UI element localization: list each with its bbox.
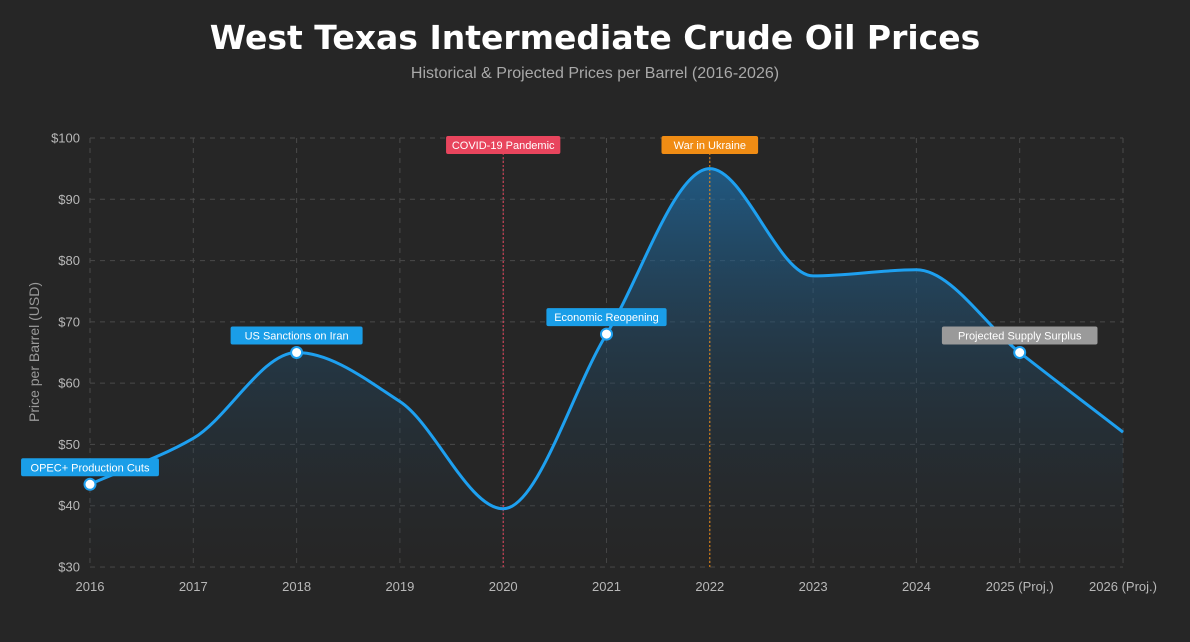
x-tick-label: 2017 — [179, 579, 208, 594]
x-tick-label: 2019 — [385, 579, 414, 594]
point-annotation: Projected Supply Surplus — [941, 326, 1098, 345]
event-label-box — [446, 136, 561, 154]
point-annotation: OPEC+ Production Cuts — [21, 458, 159, 477]
x-tick-label: 2021 — [592, 579, 621, 594]
x-tick-label: 2018 — [282, 579, 311, 594]
point-annotation-box — [941, 326, 1098, 345]
annotated-point — [1013, 346, 1027, 359]
y-axis-label: Price per Barrel (USD) — [26, 282, 42, 422]
annotated-point — [83, 477, 97, 491]
y-tick-label: $50 — [58, 437, 80, 452]
point-annotation: Economic Reopening — [546, 308, 667, 327]
event-lines-layer — [502, 153, 711, 567]
point-annotation-text: Economic Reopening — [554, 312, 659, 324]
event-label-text: COVID-19 Pandemic — [452, 140, 555, 152]
y-tick-label: $70 — [58, 314, 80, 329]
points-layer — [83, 327, 1027, 491]
area-fill — [90, 168, 1123, 567]
event-label: COVID-19 Pandemic — [446, 136, 561, 154]
event-label: War in Ukraine — [661, 136, 759, 154]
y-tick-label: $80 — [58, 253, 80, 268]
point-annotation-box — [546, 308, 667, 327]
x-tick-label: 2026 (Proj.) — [1089, 579, 1157, 594]
event-label-box — [661, 136, 759, 154]
point-annotation-box — [230, 326, 363, 345]
chart-subtitle: Historical & Projected Prices per Barrel… — [410, 65, 780, 82]
y-tick-label: $40 — [58, 498, 80, 513]
point-annotation-box — [21, 458, 159, 477]
event-label-text: War in Ukraine — [674, 140, 746, 152]
annotated-point — [600, 327, 613, 341]
x-tick-label: 2016 — [76, 579, 105, 594]
point-annotation: US Sanctions on Iran — [230, 326, 363, 345]
y-tick-label: $30 — [58, 560, 80, 575]
axis-layer: $30 $40 $50 $60 $70 $80 $90 $100 2016 2017 2018 201… — [51, 131, 1157, 595]
chart-title: West Texas Intermediate Crude Oil Prices — [209, 18, 981, 57]
x-tick-label: 2024 — [902, 579, 931, 594]
x-tick-label: 2023 — [799, 579, 828, 594]
annotations-layer: COVID-19 Pandemic War in Ukraine OPEC+ Pro… — [21, 136, 1098, 477]
point-annotation-text: OPEC+ Production Cuts — [31, 462, 150, 474]
y-tick-label: $90 — [58, 192, 80, 207]
point-annotation-text: Projected Supply Surplus — [958, 331, 1082, 343]
x-tick-label: 2020 — [489, 579, 518, 594]
point-annotation-text: US Sanctions on Iran — [245, 331, 349, 343]
annotated-point — [290, 346, 304, 359]
x-tick-label: 2022 — [695, 579, 724, 594]
area-layer — [90, 168, 1123, 567]
y-tick-label: $60 — [58, 376, 80, 391]
x-tick-label: 2025 (Proj.) — [986, 579, 1054, 594]
y-tick-label: $100 — [51, 131, 80, 146]
